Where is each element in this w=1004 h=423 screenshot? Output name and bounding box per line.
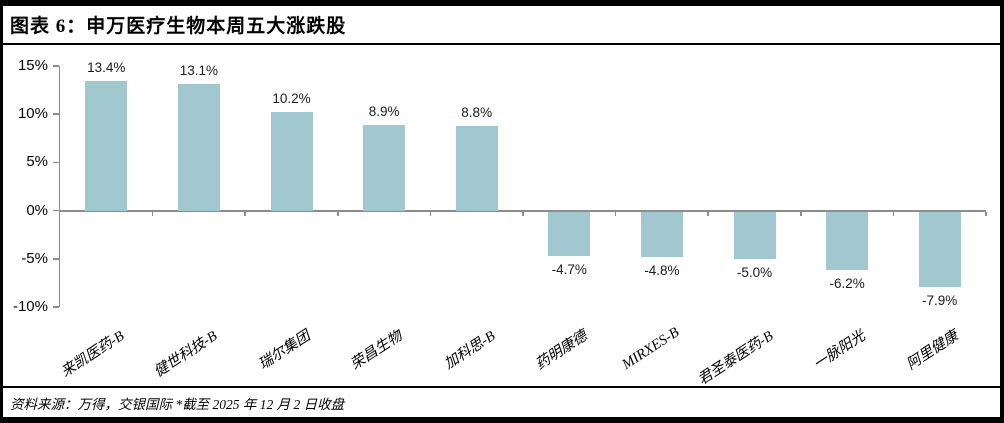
bar-value-label: -4.8% bbox=[644, 262, 680, 278]
figure-title: 图表 6：申万医疗生物本周五大涨跌股 bbox=[3, 6, 1000, 45]
bar bbox=[826, 211, 869, 271]
category-label: 瑞尔集团 bbox=[255, 328, 313, 374]
y-axis-tick bbox=[53, 65, 59, 67]
figure: 图表 6：申万医疗生物本周五大涨跌股 15% 10% 5% 0% -5% -10% 13.4… bbox=[3, 6, 1000, 417]
y-axis-line bbox=[58, 66, 60, 307]
category-label: 一脉阳光 bbox=[810, 328, 869, 374]
x-axis-line bbox=[60, 209, 986, 212]
bar bbox=[177, 84, 220, 211]
y-axis-tick bbox=[53, 258, 59, 260]
bar-value-label: 13.4% bbox=[87, 60, 126, 76]
x-axis-tick bbox=[429, 211, 432, 216]
y-axis-tick bbox=[53, 306, 59, 308]
y-tick-label: 10% bbox=[17, 105, 48, 123]
y-axis-tick bbox=[53, 161, 59, 164]
x-axis-tick bbox=[892, 211, 895, 216]
bar bbox=[548, 211, 591, 256]
bar-value-label: -4.7% bbox=[551, 261, 587, 277]
x-axis-tick bbox=[800, 211, 802, 216]
bar-value-label: 10.2% bbox=[272, 91, 311, 107]
bar bbox=[918, 211, 961, 287]
category-label: 荣昌生物 bbox=[347, 328, 406, 374]
x-axis-tick bbox=[614, 211, 617, 216]
bar-value-label: 8.9% bbox=[368, 103, 400, 119]
y-tick-label: -5% bbox=[21, 249, 48, 267]
bar-value-label: 13.1% bbox=[179, 63, 219, 79]
y-tick-label: 5% bbox=[26, 153, 48, 171]
x-axis-tick bbox=[151, 211, 154, 216]
x-axis-tick bbox=[337, 211, 339, 216]
x-axis-tick bbox=[244, 211, 246, 216]
bar bbox=[270, 112, 313, 211]
bar bbox=[363, 124, 406, 211]
bar-chart: 15% 10% 5% 0% -5% -10% 13.4% 来凯医药-B 13.1% 健世科技-B 1… bbox=[3, 45, 1000, 386]
category-label: 药明康德 bbox=[533, 328, 591, 374]
bar bbox=[455, 125, 498, 211]
category-label: 阿里健康 bbox=[903, 328, 961, 374]
category-label: 君圣泰医药-B bbox=[694, 328, 776, 386]
category-label: MIRXES-B bbox=[619, 324, 682, 373]
bar-value-label: 8.8% bbox=[461, 104, 493, 120]
y-tick-label: 0% bbox=[26, 201, 48, 219]
category-label: 加科思-B bbox=[441, 328, 498, 373]
y-tick-label: 15% bbox=[17, 57, 48, 74]
y-tick-label: -10% bbox=[12, 298, 48, 315]
bar bbox=[640, 211, 683, 257]
bar-value-label: -7.9% bbox=[922, 292, 958, 308]
x-axis-tick bbox=[522, 211, 524, 216]
y-axis-tick bbox=[53, 209, 59, 212]
bar-value-label: -5.0% bbox=[736, 264, 773, 280]
bar bbox=[85, 81, 128, 211]
category-label: 健世科技-B bbox=[151, 328, 221, 381]
source-note: 资料来源：万得，交银国际 *截至 2025 年 12 月 2 日收盘 bbox=[3, 386, 1000, 417]
y-axis-tick bbox=[53, 113, 59, 115]
x-axis-tick bbox=[985, 211, 987, 216]
x-axis-tick bbox=[707, 211, 709, 216]
bar bbox=[733, 211, 776, 259]
bar-value-label: -6.2% bbox=[829, 276, 865, 292]
category-label: 来凯医药-B bbox=[58, 328, 128, 381]
